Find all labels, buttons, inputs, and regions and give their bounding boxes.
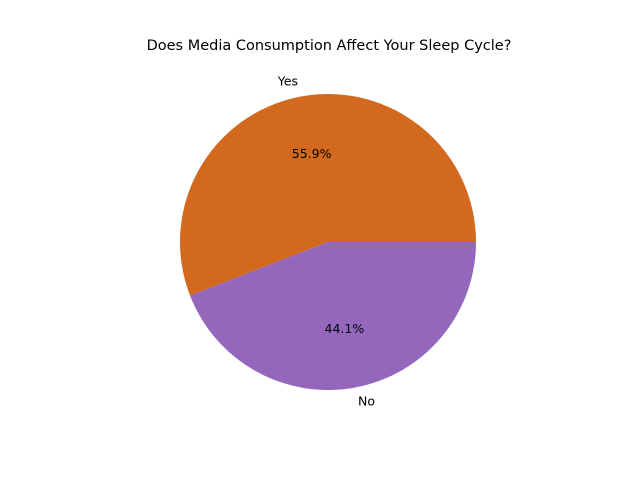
pie-slice-no xyxy=(190,242,477,391)
chart-title: Does Media Consumption Affect Your Sleep… xyxy=(147,38,512,54)
pie-labels: Yes 55.9% No 44.1% xyxy=(277,73,375,408)
percent-label-no: 44.1% xyxy=(325,321,365,336)
pie-slice-yes xyxy=(180,93,476,296)
pie-slices xyxy=(180,93,477,391)
percent-label-yes: 55.9% xyxy=(292,146,332,161)
category-label-no: No xyxy=(358,394,375,409)
category-label-yes: Yes xyxy=(277,73,298,88)
